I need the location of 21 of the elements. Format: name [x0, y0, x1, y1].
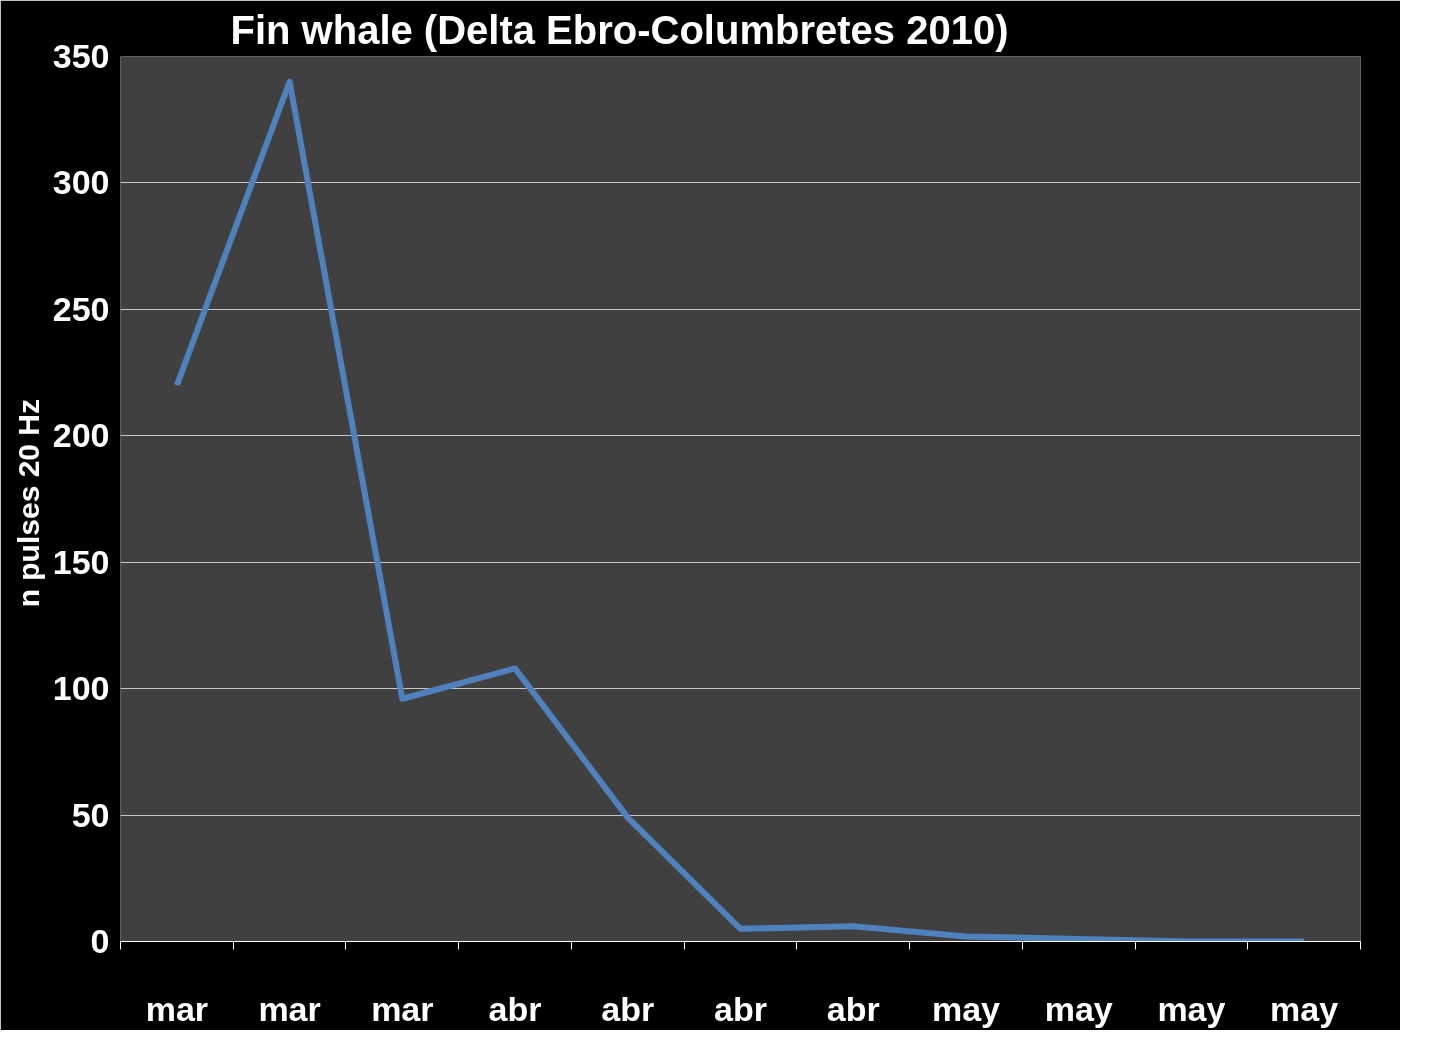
x-tick-label: abr [714, 989, 767, 1028]
y-tick-label: 100 [52, 669, 110, 708]
chart-title: Fin whale (Delta Ebro-Columbretes 2010) [230, 7, 1009, 52]
x-tick-label: abr [601, 989, 655, 1028]
x-tick-label: abr [826, 989, 880, 1028]
y-tick-label: 350 [52, 37, 110, 75]
y-axis-title: n pulses 20 Hz [11, 398, 45, 608]
y-tick-label: 150 [52, 542, 110, 581]
x-tick-label: mar [371, 989, 434, 1028]
y-tick-label: 0 [90, 922, 110, 960]
x-tick-label: may [1270, 989, 1339, 1028]
y-tick-label: 200 [52, 416, 110, 455]
x-tick-label: may [931, 989, 1001, 1028]
y-tick-label: 300 [52, 163, 110, 202]
y-tick-label: 50 [71, 795, 110, 834]
x-tick-label: mar [258, 989, 321, 1028]
x-tick-label: may [1157, 989, 1226, 1028]
x-tick-label: abr [488, 989, 542, 1028]
x-tick-label: may [1044, 989, 1113, 1028]
x-tick-label: mar [145, 989, 209, 1028]
y-tick-label: 250 [52, 289, 110, 328]
